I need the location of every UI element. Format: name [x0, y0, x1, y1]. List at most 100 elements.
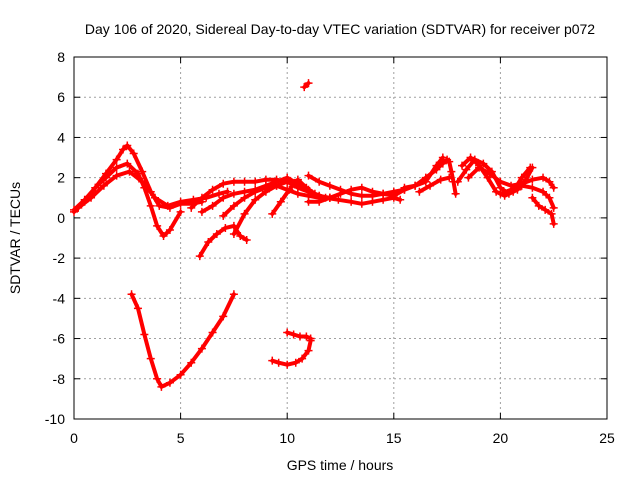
data-point	[229, 290, 238, 299]
x-axis-label: GPS time / hours	[287, 457, 394, 473]
data-point	[534, 201, 543, 210]
data-point	[368, 187, 377, 196]
data-point	[325, 181, 334, 190]
chart-title: Day 106 of 2020, Sidereal Day-to-day VTE…	[85, 21, 595, 37]
data-point	[91, 183, 100, 192]
series-trace	[129, 292, 236, 389]
axis-ticks: 0 5 10 15 20 25 -10 -8 -6 -4 -2 0 2 4 6 8	[45, 49, 615, 446]
data-point	[187, 358, 196, 367]
series-arc-14	[445, 157, 460, 198]
data-point	[101, 173, 110, 182]
data-point	[125, 167, 134, 176]
y-tick-label: -6	[53, 331, 66, 347]
data-point	[268, 356, 277, 365]
data-point	[549, 219, 558, 228]
data-point	[176, 197, 185, 206]
data-point	[155, 201, 164, 210]
series-trace	[447, 159, 458, 196]
series-arc-18	[496, 181, 558, 212]
data-point	[229, 229, 238, 238]
data-point	[129, 149, 138, 158]
data-point	[293, 189, 302, 198]
data-point	[528, 193, 537, 202]
data-point	[539, 173, 548, 182]
series-trace	[466, 165, 556, 190]
data-point	[123, 159, 132, 168]
data-point	[462, 165, 471, 174]
y-tick-label: 8	[57, 49, 65, 65]
data-point	[112, 155, 121, 164]
data-point	[283, 360, 292, 369]
data-point	[541, 205, 550, 214]
x-tick-label: 15	[386, 430, 402, 446]
data-point	[426, 181, 435, 190]
x-tick-label: 25	[599, 430, 615, 446]
data-point	[517, 181, 526, 190]
data-point	[153, 221, 162, 230]
series-arc-13	[415, 173, 454, 196]
data-point	[187, 203, 196, 212]
data-point	[496, 189, 505, 198]
data-point	[153, 374, 162, 383]
data-point	[195, 252, 204, 261]
data-point	[157, 382, 166, 391]
data-point	[411, 181, 420, 190]
data-point	[74, 203, 83, 212]
data-point	[496, 177, 505, 186]
data-point	[302, 332, 311, 341]
data-point	[445, 157, 454, 166]
data-point	[447, 167, 456, 176]
data-point	[315, 177, 324, 186]
data-point	[304, 79, 313, 88]
data-point	[274, 358, 283, 367]
data-point	[176, 370, 185, 379]
data-point	[214, 189, 223, 198]
y-tick-label: 2	[57, 170, 65, 186]
data-point	[526, 163, 535, 172]
data-points	[70, 79, 558, 391]
series-arc-11	[304, 153, 447, 206]
data-point	[545, 177, 554, 186]
x-tick-label: 5	[177, 430, 185, 446]
data-point	[236, 231, 245, 240]
data-point	[219, 179, 228, 188]
data-point	[432, 165, 441, 174]
data-point	[112, 163, 121, 172]
data-point	[485, 169, 494, 178]
data-point	[159, 231, 168, 240]
x-tick-label: 10	[279, 430, 295, 446]
data-point	[240, 209, 249, 218]
data-point	[289, 330, 298, 339]
data-point	[146, 201, 155, 210]
data-point	[475, 163, 484, 172]
series-trace	[306, 173, 407, 198]
series-arc-2	[70, 159, 185, 240]
data-point	[251, 177, 260, 186]
data-point	[240, 193, 249, 202]
y-tick-label: 6	[57, 89, 65, 105]
data-point	[140, 330, 149, 339]
data-point	[276, 197, 285, 206]
data-point	[212, 229, 221, 238]
data-point	[549, 203, 558, 212]
data-point	[261, 187, 270, 196]
data-point	[466, 153, 475, 162]
data-point	[357, 191, 366, 200]
data-point	[396, 195, 405, 204]
data-point	[165, 225, 174, 234]
series-trace	[197, 223, 249, 259]
y-tick-label: 0	[57, 210, 65, 226]
data-point	[347, 185, 356, 194]
data-point	[347, 197, 356, 206]
data-point	[204, 238, 213, 247]
data-point	[438, 159, 447, 168]
series-arc-19	[528, 193, 558, 228]
data-point	[283, 177, 292, 186]
series-arc-23	[300, 79, 313, 92]
data-point	[492, 187, 501, 196]
data-point	[304, 197, 313, 206]
data-point	[189, 195, 198, 204]
series-arc-7	[195, 221, 251, 261]
data-point	[528, 183, 537, 192]
data-point	[229, 189, 238, 198]
